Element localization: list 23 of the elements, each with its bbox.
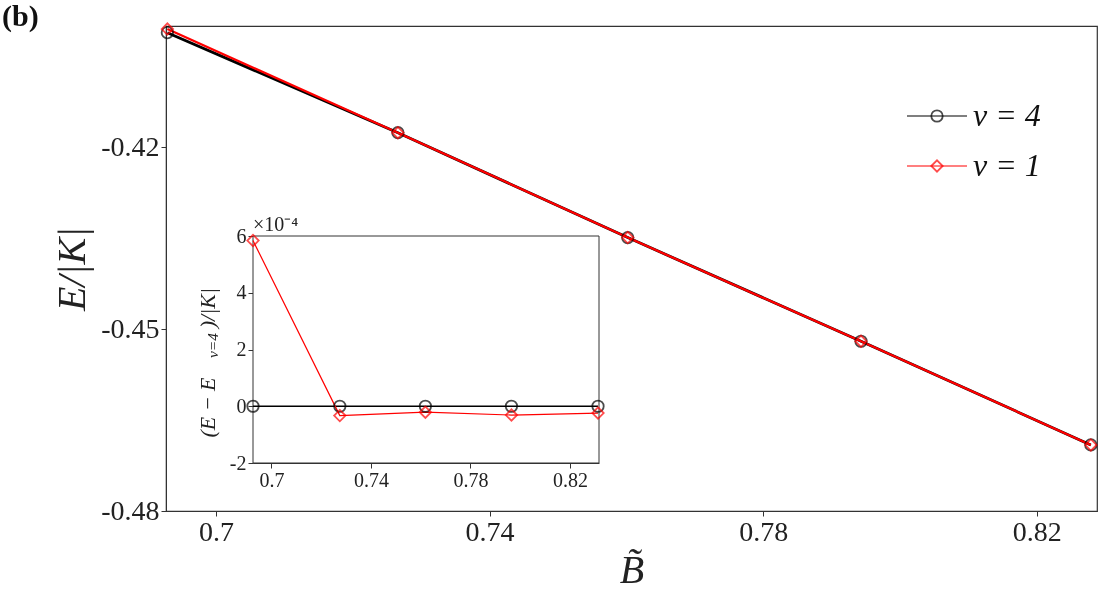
legend-label: ν = 4 (973, 97, 1041, 133)
x-tick-label: 0.74 (353, 468, 389, 491)
x-tick-label: 0.7 (198, 515, 234, 547)
y-tick-label: 4 (236, 281, 247, 304)
chart-title: (b) (2, 0, 39, 33)
y-tick-label: -0.45 (101, 312, 160, 344)
y-tick-label: 6 (236, 224, 247, 247)
y-tick-label: -2 (229, 451, 247, 474)
y-tick-label: 2 (236, 338, 247, 360)
x-tick-label: 0.78 (453, 468, 489, 491)
y-axis-title: E/|K| (49, 226, 95, 313)
annotation: ×10⁻⁴ (253, 213, 299, 235)
x-tick-label: 0.78 (739, 515, 789, 547)
x-tick-label: 0.7 (259, 468, 285, 491)
y-tick-label: -0.42 (101, 130, 160, 162)
x-tick-label: 0.74 (465, 515, 515, 547)
y-tick-label: -0.48 (101, 494, 160, 526)
x-axis-title: B̃ (619, 546, 645, 592)
y-tick-label: 0 (236, 394, 247, 417)
y-axis-title: (E − Eν=4)/|K| (195, 288, 221, 438)
legend-label: ν = 1 (973, 147, 1041, 183)
x-tick-label: 0.82 (1012, 515, 1062, 547)
x-tick-label: 0.82 (552, 468, 588, 491)
